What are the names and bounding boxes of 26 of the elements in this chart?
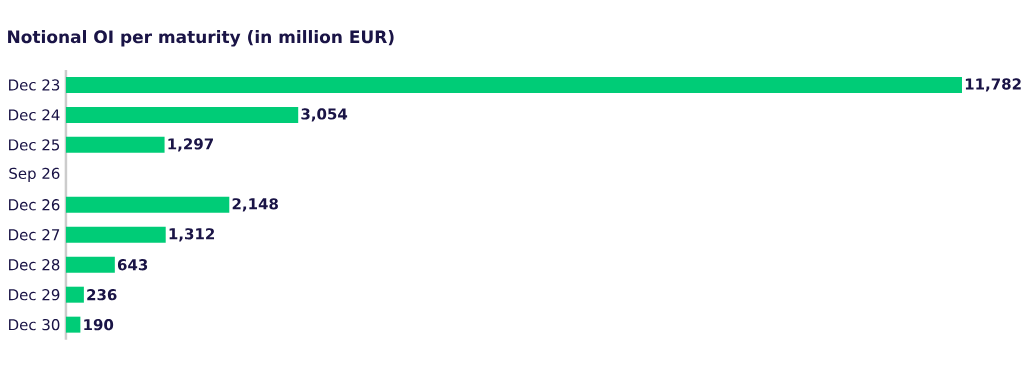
y-tick-label: Dec 24 bbox=[9, 109, 60, 121]
bar bbox=[65, 316, 81, 333]
data-label: 190 bbox=[84, 319, 114, 331]
bar bbox=[65, 77, 962, 94]
data-label: 11,782 bbox=[965, 78, 1021, 92]
y-tick-label: Sep 26 bbox=[9, 167, 60, 183]
data-label: 1,297 bbox=[168, 138, 213, 152]
chart-title: Notional OI per maturity (in million EUR) bbox=[8, 30, 394, 47]
data-label: 1,312 bbox=[169, 228, 215, 242]
y-tick-label: Dec 27 bbox=[9, 229, 60, 241]
data-label: 643 bbox=[117, 259, 148, 271]
y-tick-label: Dec 25 bbox=[9, 139, 60, 151]
bar bbox=[65, 107, 299, 124]
y-tick-label: Dec 28 bbox=[9, 259, 60, 271]
bar bbox=[65, 226, 166, 243]
y-tick-label: Dec 29 bbox=[9, 289, 60, 301]
data-label: 3,054 bbox=[301, 108, 348, 122]
y-tick-label: Dec 26 bbox=[9, 199, 60, 211]
bar bbox=[65, 286, 84, 303]
data-label: 2,148 bbox=[232, 198, 278, 212]
data-label: 236 bbox=[87, 289, 117, 301]
bar bbox=[65, 196, 230, 213]
bar bbox=[65, 256, 115, 273]
y-tick-label: Dec 30 bbox=[9, 319, 60, 331]
bar bbox=[65, 137, 165, 154]
y-tick-label: Dec 23 bbox=[9, 79, 60, 91]
